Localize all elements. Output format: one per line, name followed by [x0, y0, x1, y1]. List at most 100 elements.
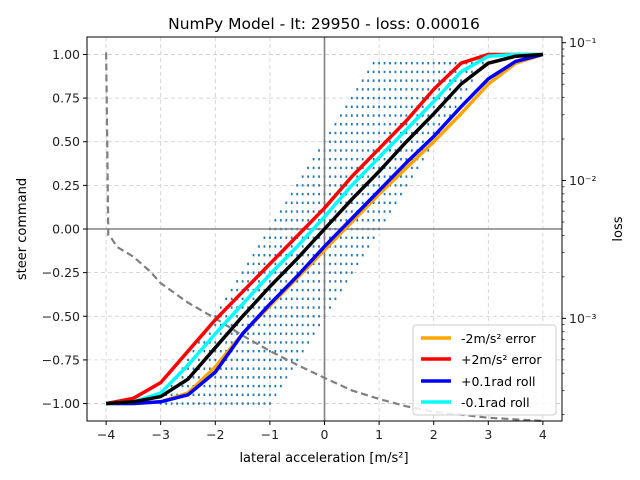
band-dot-411 — [329, 236, 331, 239]
band-dot-655 — [350, 131, 353, 135]
band-dot-834 — [454, 61, 457, 65]
band-dot-214 — [236, 315, 239, 318]
band-dot-552 — [334, 175, 337, 178]
band-dot-623 — [394, 149, 397, 152]
band-dot-131 — [219, 349, 222, 353]
band-dot-457 — [361, 219, 364, 222]
band-dot-788 — [421, 79, 424, 82]
band-dot-314 — [345, 280, 348, 283]
band-dot-505 — [296, 192, 299, 196]
band-dot-162 — [279, 341, 282, 344]
band-dot-719 — [372, 105, 375, 109]
band-dot-329 — [318, 271, 320, 274]
band-dot-480 — [378, 210, 380, 213]
band-dot-338 — [258, 262, 260, 266]
band-dot-816 — [465, 70, 468, 74]
band-dot-680 — [378, 123, 380, 126]
band-dot-794 — [454, 79, 457, 82]
band-dot-586 — [410, 166, 413, 170]
band-dot-489 — [318, 201, 320, 205]
band-dot-462 — [279, 210, 282, 213]
band-dot-76 — [247, 376, 249, 379]
band-dot-699 — [372, 114, 375, 117]
band-dot-827 — [416, 61, 419, 65]
y-tick-label-0: −1.00 — [42, 396, 80, 411]
band-dot-781 — [383, 79, 386, 82]
band-dot-262 — [279, 297, 282, 301]
band-dot-130 — [214, 349, 217, 353]
band-dot-776 — [465, 88, 468, 91]
band-dot-343 — [285, 262, 288, 266]
band-dot-48 — [203, 384, 206, 388]
band-dot-644 — [400, 140, 402, 143]
band-dot-202 — [279, 323, 282, 327]
band-dot-458 — [367, 219, 370, 222]
band-dot-345 — [296, 262, 299, 266]
band-dot-397 — [361, 245, 364, 248]
band-dot-814 — [454, 70, 457, 74]
band-dot-398 — [367, 245, 370, 248]
band-dot-704 — [400, 114, 402, 117]
band-dot-226 — [301, 315, 304, 318]
band-dot-501 — [383, 201, 386, 205]
band-dot-579 — [372, 166, 375, 170]
band-dot-571 — [329, 166, 331, 170]
band-dot-17 — [252, 402, 255, 405]
band-dot-521 — [383, 192, 386, 196]
band-dot-53 — [230, 384, 233, 388]
band-dot-309 — [318, 280, 320, 283]
band-dot-98 — [258, 367, 260, 370]
band-dot-821 — [383, 61, 386, 65]
band-dot-612 — [334, 149, 337, 152]
band-dot-757 — [361, 88, 364, 91]
y-tick-label-8: 1.00 — [52, 47, 80, 62]
band-dot-176 — [247, 332, 249, 335]
band-dot-371 — [329, 253, 331, 257]
band-dot-417 — [361, 236, 364, 239]
band-dot-78 — [258, 376, 260, 379]
band-dot-507 — [307, 192, 310, 196]
band-dot-698 — [367, 114, 370, 117]
band-dot-291 — [329, 288, 331, 292]
band-dot-219 — [263, 315, 266, 318]
band-dot-104 — [290, 367, 293, 370]
band-dot-278 — [258, 288, 260, 292]
y2-tick-label-0: 10⁻³ — [569, 311, 597, 326]
band-dot-389 — [318, 245, 320, 248]
band-dot-461 — [383, 219, 386, 222]
band-dot-558 — [367, 175, 370, 178]
band-dot-91 — [219, 367, 222, 370]
band-dot-220 — [269, 315, 271, 318]
band-dot-296 — [247, 280, 249, 283]
band-dot-594 — [345, 157, 348, 161]
band-dot-468 — [312, 210, 315, 213]
band-dot-817 — [471, 70, 473, 74]
band-dot-609 — [318, 149, 320, 152]
band-dot-839 — [481, 61, 484, 65]
band-dot-795 — [460, 79, 462, 82]
band-dot-726 — [410, 105, 413, 109]
band-dot-775 — [460, 88, 462, 91]
x-tick-label-4: 0 — [321, 427, 329, 442]
band-dot-690 — [432, 123, 435, 126]
band-dot-701 — [383, 114, 386, 117]
band-dot-805 — [405, 70, 408, 74]
band-dot-574 — [345, 166, 348, 170]
band-dot-565 — [405, 175, 408, 178]
band-dot-267 — [307, 297, 310, 301]
band-dot-164 — [290, 341, 293, 344]
band-dot-758 — [367, 88, 370, 91]
band-dot-396 — [356, 245, 359, 248]
band-dot-294 — [236, 280, 239, 283]
band-dot-617 — [361, 149, 364, 152]
band-dot-736 — [356, 96, 359, 100]
band-dot-560 — [378, 175, 380, 178]
band-dot-358 — [258, 253, 260, 257]
band-dot-382 — [279, 245, 282, 248]
band-dot-153 — [230, 341, 233, 344]
band-dot-605 — [405, 157, 408, 161]
band-dot-216 — [247, 315, 249, 318]
band-dot-656 — [356, 131, 359, 135]
band-dot-224 — [290, 315, 293, 318]
band-dot-784 — [400, 79, 402, 82]
